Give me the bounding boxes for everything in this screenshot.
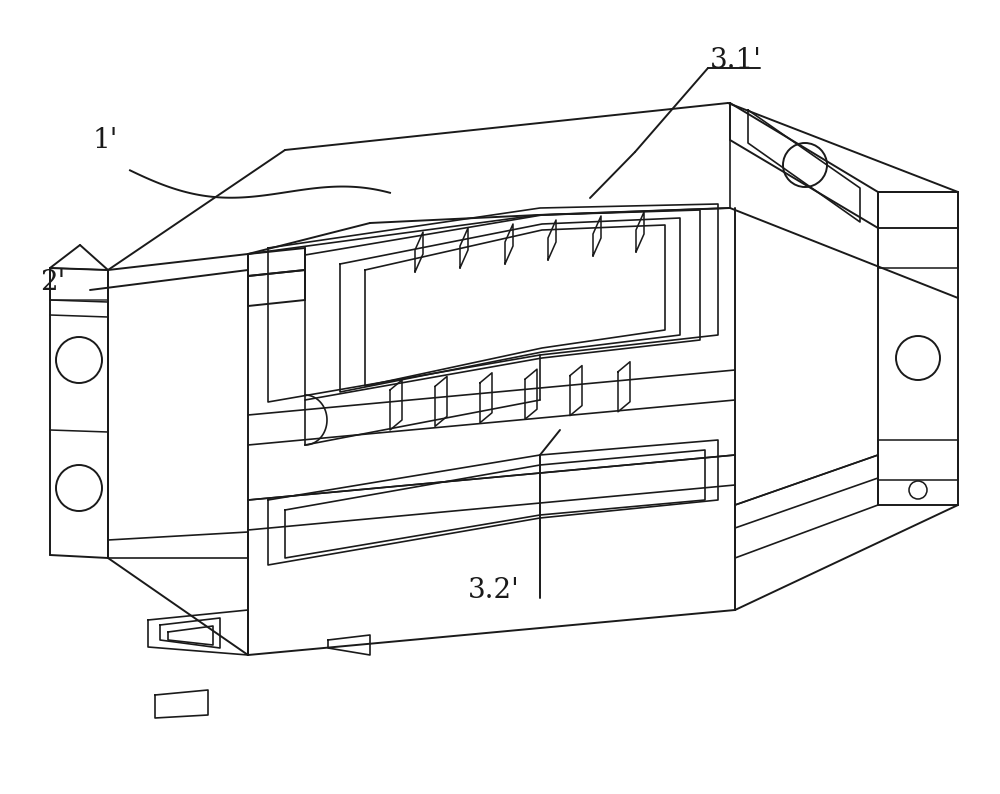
Text: 3.2': 3.2' [468, 577, 520, 604]
Text: 2': 2' [40, 269, 65, 296]
Text: 3.1': 3.1' [710, 47, 762, 74]
Text: 1': 1' [93, 127, 118, 154]
